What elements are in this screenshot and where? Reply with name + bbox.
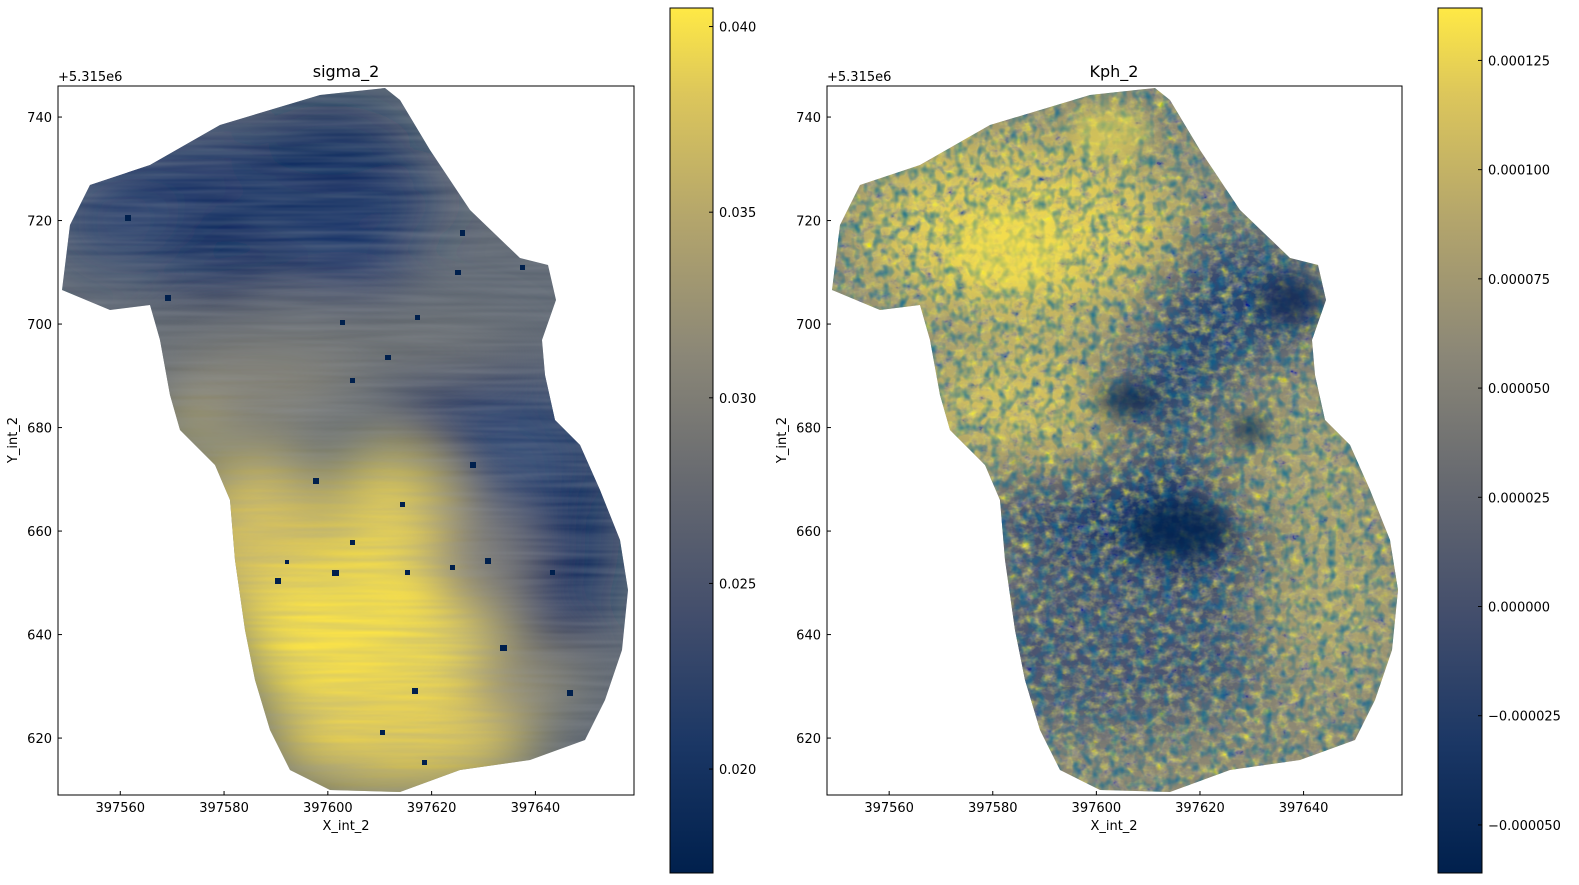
sigma-heatmap-image xyxy=(62,88,628,792)
sigma-colorbar-tick-label: 0.040 xyxy=(719,21,756,36)
sigma-x-tick-label: 397640 xyxy=(511,801,561,816)
sigma-y-tick-label: 720 xyxy=(27,215,52,230)
sigma-axis-ticks: 397560 397580 397600 397620 397640 620 640 660 6… xyxy=(27,111,560,816)
kph-x-tick-label: 397560 xyxy=(864,801,914,816)
kph-colorbar-tick-label: −0.000050 xyxy=(1488,819,1561,834)
sigma-colorbar-tick-label: 0.025 xyxy=(719,577,756,592)
kph-x-tick-label: 397600 xyxy=(1072,801,1122,816)
sigma-x-axis-label: X_int_2 xyxy=(322,819,369,834)
kph-axis-ticks: 397560 397580 397600 397620 397640 620 640 660 6… xyxy=(796,111,1328,816)
sigma-axes-frame xyxy=(57,85,635,796)
kph-colorbar-tick-label: 0.000025 xyxy=(1488,491,1550,506)
sigma-x-tick-label: 397580 xyxy=(199,801,249,816)
kph-y-tick-label: 740 xyxy=(796,111,821,126)
sigma-y-tick-label: 740 xyxy=(27,111,52,126)
kph-colorbar-tick-label: 0.000050 xyxy=(1488,382,1550,397)
kph-colorbar-ticks: −0.000050 −0.000025 0.000000 0.000025 0.0000… xyxy=(1478,54,1561,834)
sigma-title: sigma_2 xyxy=(313,62,380,82)
sigma-x-tick-label: 397620 xyxy=(407,801,457,816)
kph-x-axis-label: X_int_2 xyxy=(1090,819,1137,834)
kph-y-tick-label: 640 xyxy=(796,629,821,644)
kph-y-tick-label: 660 xyxy=(796,525,821,540)
kph-colorbar-tick-label: −0.000025 xyxy=(1488,710,1561,725)
kph-colorbar-tick-label: 0.000100 xyxy=(1488,164,1550,179)
sigma-y-offset-label: +5.315e6 xyxy=(58,70,122,85)
sigma-colorbar xyxy=(669,7,714,874)
kph-colorbar-tick-label: 0.000075 xyxy=(1488,273,1550,288)
sigma-colorbar-tick-label: 0.020 xyxy=(719,763,756,778)
sigma-y-tick-label: 620 xyxy=(27,732,52,747)
kph-title: Kph_2 xyxy=(1090,62,1139,82)
sigma-y-axis-label: Y_int_2 xyxy=(6,417,21,464)
kph-axes-frame xyxy=(826,85,1403,796)
kph-y-axis-label: Y_int_2 xyxy=(775,417,790,464)
kph-x-tick-label: 397620 xyxy=(1175,801,1225,816)
kph-y-tick-label: 700 xyxy=(796,318,821,333)
sigma-colorbar-ticks: 0.020 0.025 0.030 0.035 0.040 xyxy=(709,21,756,778)
kph-y-tick-label: 720 xyxy=(796,215,821,230)
kph-x-tick-label: 397640 xyxy=(1279,801,1329,816)
kph-x-tick-label: 397580 xyxy=(968,801,1018,816)
sigma-heatmap-panel: 397560 397580 397600 397620 397640 620 640 660 6… xyxy=(6,7,756,874)
kph-colorbar-tick-label: 0.000125 xyxy=(1488,54,1550,69)
sigma-x-tick-label: 397560 xyxy=(95,801,145,816)
kph-colorbar xyxy=(1437,7,1483,874)
kph-y-offset-label: +5.315e6 xyxy=(827,70,891,85)
kph-colorbar-tick-label: 0.000000 xyxy=(1488,601,1550,616)
sigma-y-tick-label: 700 xyxy=(27,318,52,333)
kph-heatmap-image xyxy=(832,88,1398,792)
sigma-y-tick-label: 640 xyxy=(27,629,52,644)
sigma-colorbar-tick-label: 0.030 xyxy=(719,392,756,407)
sigma-colorbar-tick-label: 0.035 xyxy=(719,206,756,221)
sigma-y-tick-label: 660 xyxy=(27,525,52,540)
sigma-y-tick-label: 680 xyxy=(27,422,52,437)
kph-heatmap-panel: 397560 397580 397600 397620 397640 620 640 660 6… xyxy=(775,7,1561,874)
kph-y-tick-label: 620 xyxy=(796,732,821,747)
sigma-x-tick-label: 397600 xyxy=(303,801,353,816)
kph-y-tick-label: 680 xyxy=(796,422,821,437)
